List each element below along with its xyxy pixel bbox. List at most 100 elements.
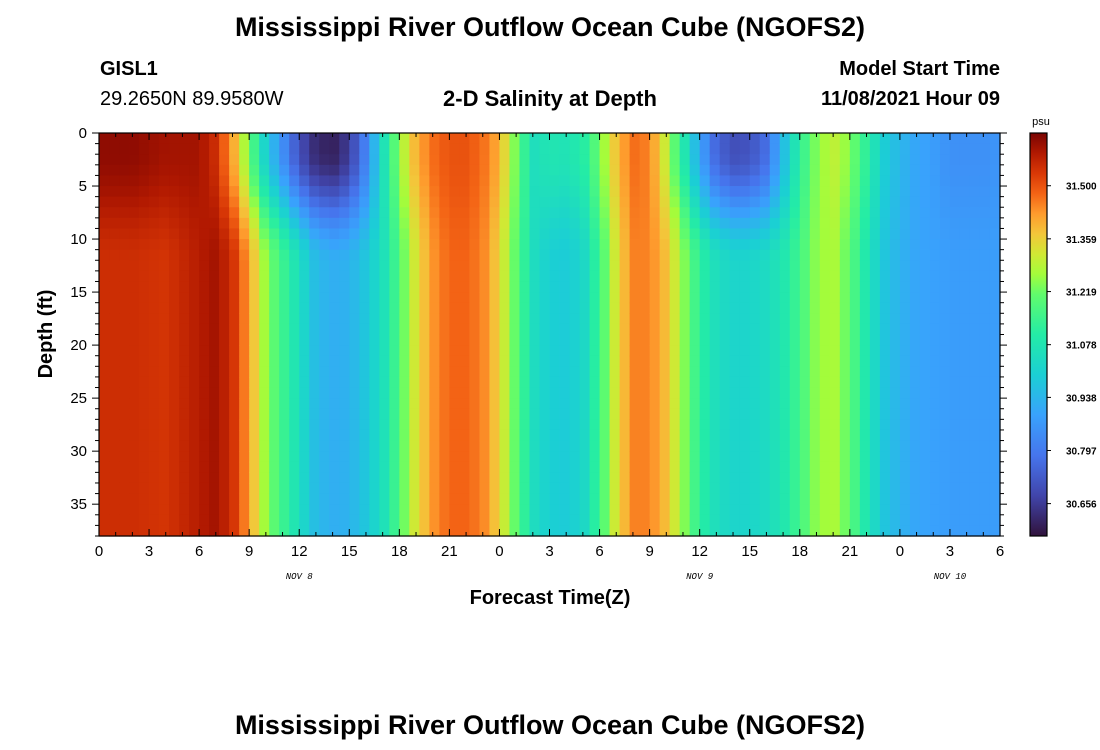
heatmap-cell <box>319 164 330 177</box>
heatmap-cell <box>649 451 661 463</box>
heatmap-cell <box>449 207 460 219</box>
heatmap-cell <box>469 504 481 516</box>
heatmap-cell <box>679 133 691 145</box>
heatmap-cell <box>319 133 330 145</box>
heatmap-cell <box>259 302 270 314</box>
heatmap-cell <box>719 302 731 314</box>
heatmap-cell <box>369 408 380 420</box>
heatmap-cell <box>419 196 430 208</box>
heatmap-cell <box>429 504 440 516</box>
heatmap-cell <box>499 186 511 198</box>
heatmap-cell <box>819 270 831 283</box>
heatmap-cell <box>339 366 350 378</box>
heatmap-cell <box>619 482 631 495</box>
heatmap-cell <box>679 345 691 357</box>
heatmap-cell <box>639 504 651 516</box>
heatmap-cell <box>819 429 831 442</box>
heatmap-cell <box>449 313 460 325</box>
heatmap-cell <box>199 493 210 505</box>
heatmap-cell <box>859 429 871 442</box>
heatmap-cell <box>979 143 991 155</box>
heatmap-cell <box>249 504 260 516</box>
heatmap-cell <box>979 217 991 230</box>
heatmap-cell <box>189 270 200 283</box>
heatmap-cell <box>359 217 370 230</box>
heatmap-cell <box>179 366 190 378</box>
heatmap-cell <box>569 345 581 357</box>
heatmap-cell <box>579 260 591 272</box>
heatmap-cell <box>569 143 581 155</box>
heatmap-cell <box>729 228 741 240</box>
heatmap-cell <box>719 472 731 484</box>
heatmap-cell <box>639 366 651 378</box>
heatmap-cell <box>259 292 270 304</box>
heatmap-cell <box>959 376 971 389</box>
colorbar-tick-label: 31.078 <box>1066 341 1097 352</box>
heatmap-cell <box>889 217 901 230</box>
heatmap-cell <box>589 493 601 505</box>
heatmap-cell <box>859 334 871 346</box>
heatmap-cell <box>369 260 380 272</box>
heatmap-cell <box>549 292 561 304</box>
heatmap-cell <box>529 398 541 410</box>
heatmap-cell <box>699 175 711 187</box>
heatmap-cell <box>689 133 701 145</box>
heatmap-cell <box>799 387 811 399</box>
heatmap-cell <box>789 472 801 484</box>
heatmap-cell <box>469 366 481 378</box>
heatmap-cell <box>669 408 681 420</box>
heatmap-cell <box>399 143 410 155</box>
heatmap-cell <box>509 228 521 240</box>
heatmap-cell <box>769 154 781 166</box>
heatmap-cell <box>569 398 581 410</box>
heatmap-cell <box>689 525 701 537</box>
heatmap-cell <box>279 472 290 484</box>
x-tick-label: 6 <box>595 543 603 560</box>
heatmap-cell <box>879 260 891 272</box>
heatmap-cell <box>229 334 240 346</box>
heatmap-cell <box>509 451 521 463</box>
heatmap-cell <box>209 472 220 484</box>
heatmap-cell <box>249 525 260 537</box>
heatmap-cell <box>869 514 881 526</box>
heatmap-cell <box>119 196 130 208</box>
heatmap-cell <box>229 175 240 187</box>
heatmap-cell <box>489 154 501 166</box>
footer-title: Mississippi River Outflow Ocean Cube (NG… <box>234 710 866 740</box>
heatmap-cell <box>689 249 701 261</box>
heatmap-cell <box>809 313 821 325</box>
heatmap-cell <box>709 196 721 208</box>
heatmap-cell <box>939 249 951 261</box>
heatmap-cell <box>299 408 310 420</box>
heatmap-cell <box>519 133 531 145</box>
heatmap-cell <box>909 493 921 505</box>
heatmap-cell <box>829 366 841 378</box>
heatmap-cell <box>109 186 120 198</box>
heatmap-cell <box>639 482 651 495</box>
heatmap-cell <box>609 292 621 304</box>
heatmap-cell <box>129 472 140 484</box>
heatmap-cell <box>449 345 460 357</box>
heatmap-cell <box>499 451 511 463</box>
heatmap-cell <box>889 164 901 177</box>
heatmap-cell <box>189 207 200 219</box>
heatmap-cell <box>319 249 330 261</box>
heatmap-cell <box>669 239 681 251</box>
heatmap-cell <box>739 207 751 219</box>
heatmap-cell <box>919 239 931 251</box>
heatmap-cell <box>659 366 671 378</box>
heatmap-cell <box>929 504 941 516</box>
heatmap-cell <box>349 186 360 198</box>
heatmap-cell <box>509 504 521 516</box>
heatmap-cell <box>349 472 360 484</box>
heatmap-cell <box>649 249 661 261</box>
heatmap-cell <box>799 514 811 526</box>
heatmap-cell <box>459 355 471 367</box>
heatmap-cell <box>689 164 701 177</box>
heatmap-cell <box>309 376 320 389</box>
heatmap-cell <box>809 186 821 198</box>
heatmap-cell <box>329 504 340 516</box>
heatmap-cell <box>169 451 180 463</box>
heatmap-cell <box>599 514 611 526</box>
heatmap-cell <box>859 154 871 166</box>
